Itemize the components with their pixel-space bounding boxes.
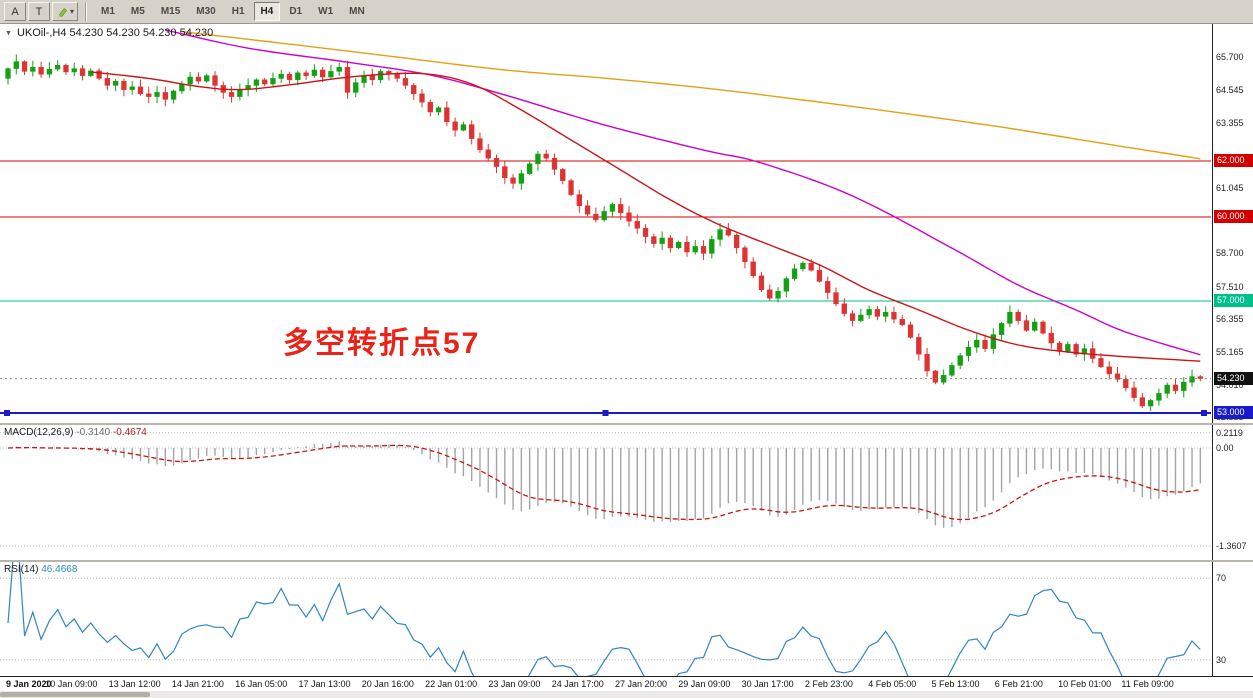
time-axis-label: 29 Jan 09:00 (678, 679, 731, 689)
rsi-label[interactable]: RSI(14) 46.4668 (4, 564, 77, 575)
cursor-tool-button[interactable]: A (4, 2, 26, 21)
time-axis-label: 10 Jan 09:00 (45, 679, 98, 689)
timeframe-m5-button[interactable]: M5 (124, 2, 152, 21)
ma-line-mid-magenta[interactable] (165, 29, 1201, 356)
macd-axis[interactable]: 0.2119 0.00 -1.3607 (1212, 425, 1253, 560)
timeframe-h1-button[interactable]: H1 (225, 2, 252, 21)
time-axis-label: 20 Jan 16:00 (361, 679, 414, 689)
macd-histogram (15, 441, 1202, 528)
time-axis-label: 10 Feb 01:00 (1058, 679, 1112, 689)
time-axis-label: 2 Feb 23:00 (804, 679, 853, 689)
current-price-badge: 54.230 (1214, 371, 1253, 385)
horizontal-scrollbar (0, 691, 1253, 698)
expand-triangle-icon[interactable]: ▼ (5, 29, 12, 37)
line-handle[interactable] (4, 410, 10, 417)
rsi-axis-label: 70 (1216, 573, 1227, 584)
chart-annotation-text[interactable]: 多空转折点57 (283, 327, 481, 360)
price-axis-label: 65.700 (1216, 52, 1244, 63)
rsi-panel: RSI(14) 46.4668 70 30 (0, 562, 1253, 676)
macd-signal-line (7, 444, 1201, 521)
level-price-badge: 60.000 (1214, 210, 1253, 223)
level-price-badge: 57.000 (1214, 294, 1253, 307)
macd-axis-label: -1.3607 (1216, 540, 1247, 551)
timeframe-d1-button[interactable]: D1 (282, 2, 309, 21)
time-axis-label: 23 Jan 09:00 (488, 679, 541, 689)
crayon-icon (58, 7, 68, 18)
line-handle[interactable] (1201, 410, 1207, 417)
timeframe-h4-button[interactable]: H4 (253, 2, 281, 21)
draw-color-tool-button[interactable]: ▾ (52, 2, 79, 21)
dropdown-caret-icon: ▾ (70, 7, 75, 16)
text-tool-button[interactable]: T (28, 2, 50, 21)
time-axis-label: 16 Jan 05:00 (235, 679, 288, 689)
macd-label[interactable]: MACD(12,26,9) -0.3140 -0.4674 (4, 427, 147, 438)
panel-splitter[interactable] (0, 423, 1253, 425)
time-axis[interactable]: 9 Jan 2020 10 Jan 09:00 13 Jan 12:00 14 Jan… (0, 676, 1253, 691)
macd-main-value: -0.3140 (76, 427, 111, 438)
price-chart-canvas[interactable] (0, 24, 1211, 423)
macd-axis-label: 0.2119 (1216, 427, 1243, 438)
rsi-axis-label: 30 (1216, 654, 1227, 665)
main-chart-panel: ▼ UKOil-,H4 54.230 54.230 54.230 54.230 … (0, 24, 1253, 423)
toolbar: A T ▾ M1 M5 M15 M30 H1 H4 D1 W1 MN (0, 0, 1253, 24)
timeframe-m1-button[interactable]: M1 (94, 2, 122, 21)
rsi-name: RSI(14) (4, 564, 39, 575)
time-axis-label: 14 Jan 21:00 (171, 679, 224, 689)
chart-title: ▼ UKOil-,H4 54.230 54.230 54.230 54.230 (5, 27, 213, 39)
rsi-axis[interactable]: 70 30 (1212, 562, 1253, 676)
level-price-badge: 53.000 (1214, 406, 1253, 419)
price-axis-label: 64.545 (1216, 84, 1244, 95)
line-handle[interactable] (602, 410, 609, 417)
time-axis-label: 30 Jan 17:00 (741, 679, 794, 689)
panel-splitter[interactable] (0, 560, 1253, 562)
time-axis-label: 13 Jan 12:00 (108, 679, 161, 689)
price-axis-label: 56.355 (1216, 314, 1244, 325)
rsi-value: 46.4668 (41, 564, 78, 575)
timeframe-m15-button[interactable]: M15 (154, 2, 187, 21)
time-axis-label: 5 Feb 13:00 (931, 679, 980, 689)
time-axis-label: 4 Feb 05:00 (868, 679, 917, 689)
ma-line-fast-red[interactable] (90, 71, 1201, 362)
price-axis-label: 61.045 (1216, 182, 1244, 193)
timeframe-mn-button[interactable]: MN (342, 2, 372, 21)
time-axis-label: 6 Feb 21:00 (994, 679, 1043, 689)
symbol-ohlc-label: UKOil-,H4 54.230 54.230 54.230 54.230 (16, 27, 214, 39)
ma-line-slow-orange[interactable] (181, 30, 1201, 160)
macd-chart-canvas[interactable] (0, 425, 1211, 560)
time-axis-label: 27 Jan 20:00 (615, 679, 668, 689)
rsi-chart-canvas[interactable] (0, 562, 1211, 676)
price-axis-label: 55.165 (1216, 347, 1244, 358)
price-axis[interactable]: 65.700 64.545 63.355 61.045 58.700 57.510 56.3… (1212, 24, 1253, 423)
macd-name: MACD(12,26,9) (4, 427, 74, 438)
time-axis-label: 17 Jan 13:00 (298, 679, 351, 689)
price-axis-label: 57.510 (1216, 281, 1244, 292)
timeframe-w1-button[interactable]: W1 (311, 2, 340, 21)
time-axis-label: 11 Feb 09:00 (1121, 679, 1174, 689)
time-axis-label: 22 Jan 01:00 (425, 679, 478, 689)
macd-panel: MACD(12,26,9) -0.3140 -0.4674 0.2119 0.00… (0, 425, 1253, 560)
scrollbar-thumb[interactable] (0, 692, 150, 697)
macd-signal-value: -0.4674 (112, 427, 147, 438)
toolbar-separator (85, 2, 88, 21)
level-price-badge: 62.000 (1214, 154, 1253, 167)
time-axis-label: 24 Jan 17:00 (551, 679, 604, 689)
price-axis-label: 63.355 (1216, 118, 1244, 129)
price-axis-label: 54.010 (1216, 379, 1244, 390)
candles (5, 54, 1203, 412)
rsi-line (7, 562, 1201, 676)
macd-axis-label: 0.00 (1216, 443, 1234, 453)
price-axis-label: 58.700 (1216, 248, 1244, 259)
time-axis-label: 9 Jan 2020 (6, 679, 52, 689)
timeframe-m30-button[interactable]: M30 (189, 2, 222, 21)
